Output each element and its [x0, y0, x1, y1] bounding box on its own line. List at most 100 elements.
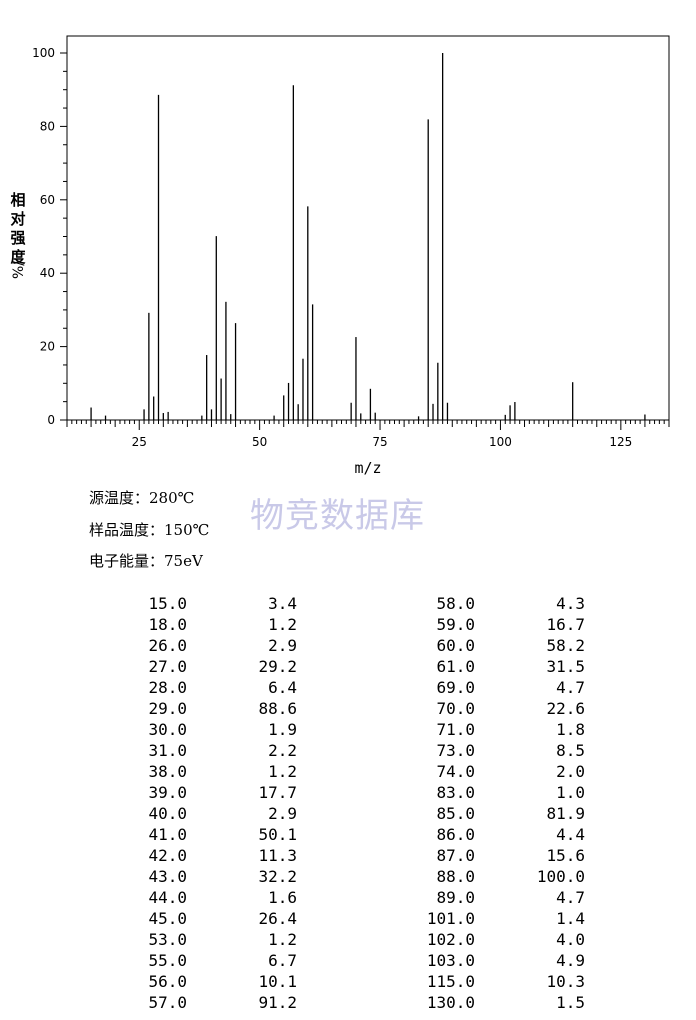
table-row: 87.0 15.6 — [385, 845, 585, 866]
intensity-value: 100.0 — [536, 867, 585, 886]
table-row: 83.0 1.0 — [385, 782, 585, 803]
mz-value: 74.0 — [436, 762, 475, 781]
mz-value: 26.0 — [148, 636, 187, 655]
table-row: 74.0 2.0 — [385, 761, 585, 782]
intensity-value: 32.2 — [258, 867, 297, 886]
mz-value: 15.0 — [148, 594, 187, 613]
peak-table-left: 15.0 3.4 18.0 1.2 26.0 2.9 27.0 29.2 28.0 6.4 29.0… — [97, 593, 297, 1013]
intensity-value: 58.2 — [546, 636, 585, 655]
mz-value: 40.0 — [148, 804, 187, 823]
mz-value: 87.0 — [436, 846, 475, 865]
mz-value: 83.0 — [436, 783, 475, 802]
table-row: 29.0 88.6 — [97, 698, 297, 719]
table-row: 31.0 2.2 — [97, 740, 297, 761]
intensity-value: 88.6 — [258, 699, 297, 718]
intensity-value: 2.0 — [556, 762, 585, 781]
intensity-value: 3.4 — [268, 594, 297, 613]
table-row: 28.0 6.4 — [97, 677, 297, 698]
peaks — [90, 53, 646, 420]
x-tick-label: 125 — [609, 435, 632, 449]
table-row: 88.0 100.0 — [385, 866, 585, 887]
intensity-value: 1.6 — [268, 888, 297, 907]
table-row: 18.0 1.2 — [97, 614, 297, 635]
mz-value: 69.0 — [436, 678, 475, 697]
table-row: 85.0 81.9 — [385, 803, 585, 824]
table-row: 86.0 4.4 — [385, 824, 585, 845]
mz-value: 73.0 — [436, 741, 475, 760]
table-row: 42.0 11.3 — [97, 845, 297, 866]
mz-value: 27.0 — [148, 657, 187, 676]
y-axis-label-char: 度 — [10, 248, 26, 266]
mz-value: 102.0 — [426, 930, 475, 949]
mz-value: 85.0 — [436, 804, 475, 823]
intensity-value: 22.6 — [546, 699, 585, 718]
intensity-value: 29.2 — [258, 657, 297, 676]
electron-energy: 电子能量：75eV — [89, 552, 203, 570]
mz-value: 71.0 — [436, 720, 475, 739]
x-tick-label: 75 — [372, 435, 387, 449]
mass-spectrum-chart: 25 50 75 100 125 0 20 40 60 80 100 m/z 相对强度 %/ — [10, 35, 670, 477]
intensity-value: 1.5 — [556, 993, 585, 1012]
intensity-value: 1.9 — [268, 720, 297, 739]
mz-value: 29.0 — [148, 699, 187, 718]
peak-table-right: 58.0 4.3 59.0 16.7 60.0 58.2 61.0 31.5 69.0 4.7 70… — [385, 593, 585, 1013]
intensity-value: 2.9 — [268, 804, 297, 823]
intensity-value: 4.0 — [556, 930, 585, 949]
intensity-value: 4.9 — [556, 951, 585, 970]
intensity-value: 1.2 — [268, 930, 297, 949]
axis-tick-labels: 25 50 75 100 125 0 20 40 60 80 100 — [32, 46, 632, 449]
table-row: 59.0 16.7 — [385, 614, 585, 635]
axis-ticks — [60, 52, 670, 430]
intensity-value: 17.7 — [258, 783, 297, 802]
mz-value: 55.0 — [148, 951, 187, 970]
intensity-value: 10.1 — [258, 972, 297, 991]
intensity-value: 4.3 — [556, 594, 585, 613]
mz-value: 103.0 — [426, 951, 475, 970]
table-row: 71.0 1.8 — [385, 719, 585, 740]
mz-value: 18.0 — [148, 615, 187, 634]
intensity-value: 2.2 — [268, 741, 297, 760]
table-row: 73.0 8.5 — [385, 740, 585, 761]
mz-value: 70.0 — [436, 699, 475, 718]
mz-value: 45.0 — [148, 909, 187, 928]
y-tick-label: 20 — [40, 340, 55, 354]
y-tick-label: 80 — [40, 119, 55, 133]
mz-value: 115.0 — [426, 972, 475, 991]
mz-value: 41.0 — [148, 825, 187, 844]
intensity-value: 4.7 — [556, 888, 585, 907]
x-tick-label: 50 — [252, 435, 267, 449]
mz-value: 57.0 — [148, 993, 187, 1012]
intensity-value: 1.2 — [268, 615, 297, 634]
mz-value: 43.0 — [148, 867, 187, 886]
table-row: 45.0 26.4 — [97, 908, 297, 929]
mz-value: 60.0 — [436, 636, 475, 655]
intensity-value: 15.6 — [546, 846, 585, 865]
table-row: 43.0 32.2 — [97, 866, 297, 887]
table-row: 89.0 4.7 — [385, 887, 585, 908]
table-row: 115.0 10.3 — [385, 971, 585, 992]
intensity-value: 4.4 — [556, 825, 585, 844]
table-row: 38.0 1.2 — [97, 761, 297, 782]
mz-value: 44.0 — [148, 888, 187, 907]
table-row: 102.0 4.0 — [385, 929, 585, 950]
intensity-value: 2.9 — [268, 636, 297, 655]
intensity-value: 1.2 — [268, 762, 297, 781]
y-tick-label: 60 — [40, 193, 55, 207]
table-row: 101.0 1.4 — [385, 908, 585, 929]
y-axis-label-char: 相 — [10, 191, 25, 209]
mz-value: 88.0 — [436, 867, 475, 886]
mz-value: 59.0 — [436, 615, 475, 634]
intensity-value: 16.7 — [546, 615, 585, 634]
mz-value: 86.0 — [436, 825, 475, 844]
intensity-value: 11.3 — [258, 846, 297, 865]
table-row: 60.0 58.2 — [385, 635, 585, 656]
intensity-value: 31.5 — [546, 657, 585, 676]
mz-value: 89.0 — [436, 888, 475, 907]
mz-value: 56.0 — [148, 972, 187, 991]
table-row: 55.0 6.7 — [97, 950, 297, 971]
mz-value: 31.0 — [148, 741, 187, 760]
table-row: 27.0 29.2 — [97, 656, 297, 677]
mz-value: 42.0 — [148, 846, 187, 865]
x-tick-label: 100 — [489, 435, 512, 449]
x-tick-label: 25 — [132, 435, 147, 449]
